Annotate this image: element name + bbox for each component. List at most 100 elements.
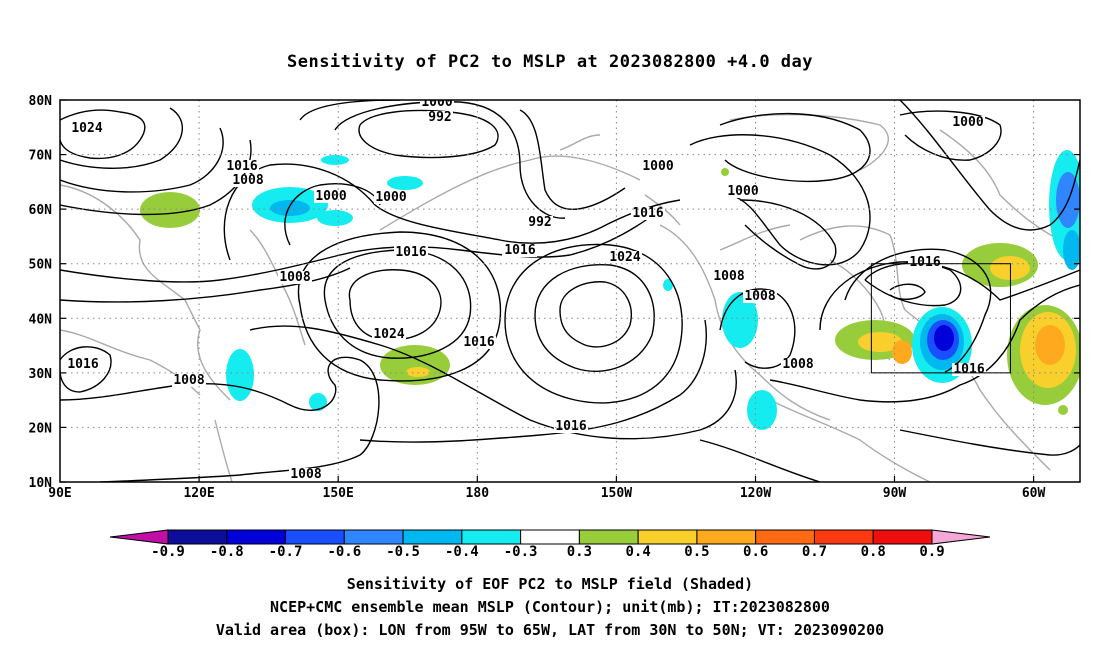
contour-line	[689, 134, 871, 266]
lat-label: 10N	[29, 476, 53, 491]
colorbar-label: -0.8	[210, 544, 244, 560]
colorbar-swatch	[813, 529, 874, 545]
lon-label: 150W	[601, 486, 632, 501]
map-area: 1000992102410161008100010001000992100810…	[60, 95, 1080, 482]
contour-label: 1016	[395, 245, 426, 260]
shade-negative	[321, 155, 349, 165]
contour-line	[334, 101, 566, 219]
contour-label-bg	[527, 216, 553, 229]
contour-label: 1016	[632, 206, 663, 221]
lat-label: 70N	[29, 149, 53, 164]
contour-label: 1024	[71, 121, 102, 136]
shade-negative	[226, 349, 254, 401]
contour-line	[297, 231, 502, 382]
lon-label: 180	[466, 486, 490, 501]
contour-label-bg	[631, 207, 665, 220]
shade-positive	[892, 340, 912, 364]
contour-label: 1008	[782, 357, 813, 372]
colorbar-label: -0.9	[151, 544, 185, 560]
map-title: Sensitivity of PC2 to MSLP at 2023082800…	[287, 52, 813, 72]
contour-line	[769, 284, 1080, 403]
shade-negative	[722, 292, 758, 348]
contour-line	[899, 100, 1080, 231]
lon-labels: 90E 120E 150E 180 150W 120W 90W 60W	[48, 486, 1045, 501]
valid-area-box	[870, 263, 1011, 374]
contour-label-bg	[394, 246, 428, 259]
shade-negative	[934, 325, 954, 351]
contour-line	[60, 107, 183, 169]
contour-line	[739, 199, 837, 270]
shade-negative	[387, 176, 423, 190]
contour-line	[359, 319, 707, 443]
contour-label: 1016	[226, 159, 257, 174]
colorbar-label: -0.6	[327, 544, 361, 560]
contour-label-bg	[70, 122, 104, 135]
contour-line	[60, 209, 661, 283]
shade-positive	[140, 192, 200, 228]
colorbar-swatch	[637, 529, 698, 545]
contour-line	[719, 112, 871, 182]
contour-labels: 1000992102410161008100010001000992100810…	[66, 95, 986, 482]
contour-line	[323, 249, 472, 359]
shade-positive	[1058, 405, 1068, 415]
colorbar-swatch	[461, 529, 522, 545]
shade-positive	[1035, 325, 1065, 365]
lat-label: 40N	[29, 312, 53, 327]
colorbar-label: 0.4	[626, 544, 651, 560]
colorbar-swatch	[578, 529, 639, 545]
contour-label-bg	[427, 111, 453, 124]
shade-positive	[858, 332, 902, 352]
colorbar-label: -0.5	[386, 544, 420, 560]
contour-label: 1016	[463, 335, 494, 350]
contour-line	[249, 325, 737, 440]
map-frame	[59, 99, 1081, 483]
contour-label: 1016	[67, 357, 98, 372]
contour-label: 1000	[421, 95, 452, 110]
contour-label-bg	[781, 358, 815, 371]
colorbar-swatch	[343, 529, 404, 545]
lon-label: 120W	[740, 486, 771, 501]
contour-label-bg	[374, 191, 408, 204]
colorbar-label: 0.6	[743, 544, 768, 560]
lon-label: 120E	[183, 486, 214, 501]
lon-label: 90W	[883, 486, 907, 501]
shade-negative	[270, 200, 310, 216]
shade-negative	[317, 210, 353, 226]
mslp-contours	[60, 100, 1080, 482]
contour-label: 1008	[279, 270, 310, 285]
lat-label: 20N	[29, 421, 53, 436]
contour-label-bg	[726, 185, 760, 198]
colorbar-label: 0.3	[567, 544, 592, 560]
contour-line	[60, 109, 146, 160]
contour-label-bg	[225, 160, 259, 173]
contour-label-bg	[172, 374, 206, 387]
colorbar-swatch	[226, 529, 287, 545]
contour-label: 1000	[315, 189, 346, 204]
colorbar-swatch	[696, 529, 757, 545]
caption-shading: Sensitivity of EOF PC2 to MSLP field (Sh…	[347, 575, 753, 593]
contour-label-bg	[231, 174, 265, 187]
contour-label-bg	[641, 160, 675, 173]
contour-label: 1008	[232, 173, 263, 188]
contour-line	[60, 127, 224, 193]
shade-positive	[380, 345, 450, 385]
lon-label: 150E	[323, 486, 354, 501]
lat-label: 60N	[29, 203, 53, 218]
contour-label-bg	[420, 100, 454, 109]
contour-label: 1000	[375, 190, 406, 205]
lon-label: 90E	[48, 486, 71, 501]
contour-label: 1008	[744, 289, 775, 304]
lat-label: 50N	[29, 258, 53, 273]
lon-label: 60W	[1022, 486, 1046, 501]
contour-line	[559, 281, 632, 348]
contour-line	[534, 263, 655, 372]
contour-line	[899, 110, 1002, 161]
colorbar-label: 0.5	[684, 544, 709, 560]
colorbar-label: -0.3	[504, 544, 538, 560]
contour-label: 992	[528, 215, 551, 230]
contour-line	[60, 267, 351, 303]
contour-label: 1008	[173, 373, 204, 388]
contour-line	[844, 248, 992, 373]
shade-positive	[406, 367, 430, 377]
colorbar-swatch	[402, 529, 463, 545]
